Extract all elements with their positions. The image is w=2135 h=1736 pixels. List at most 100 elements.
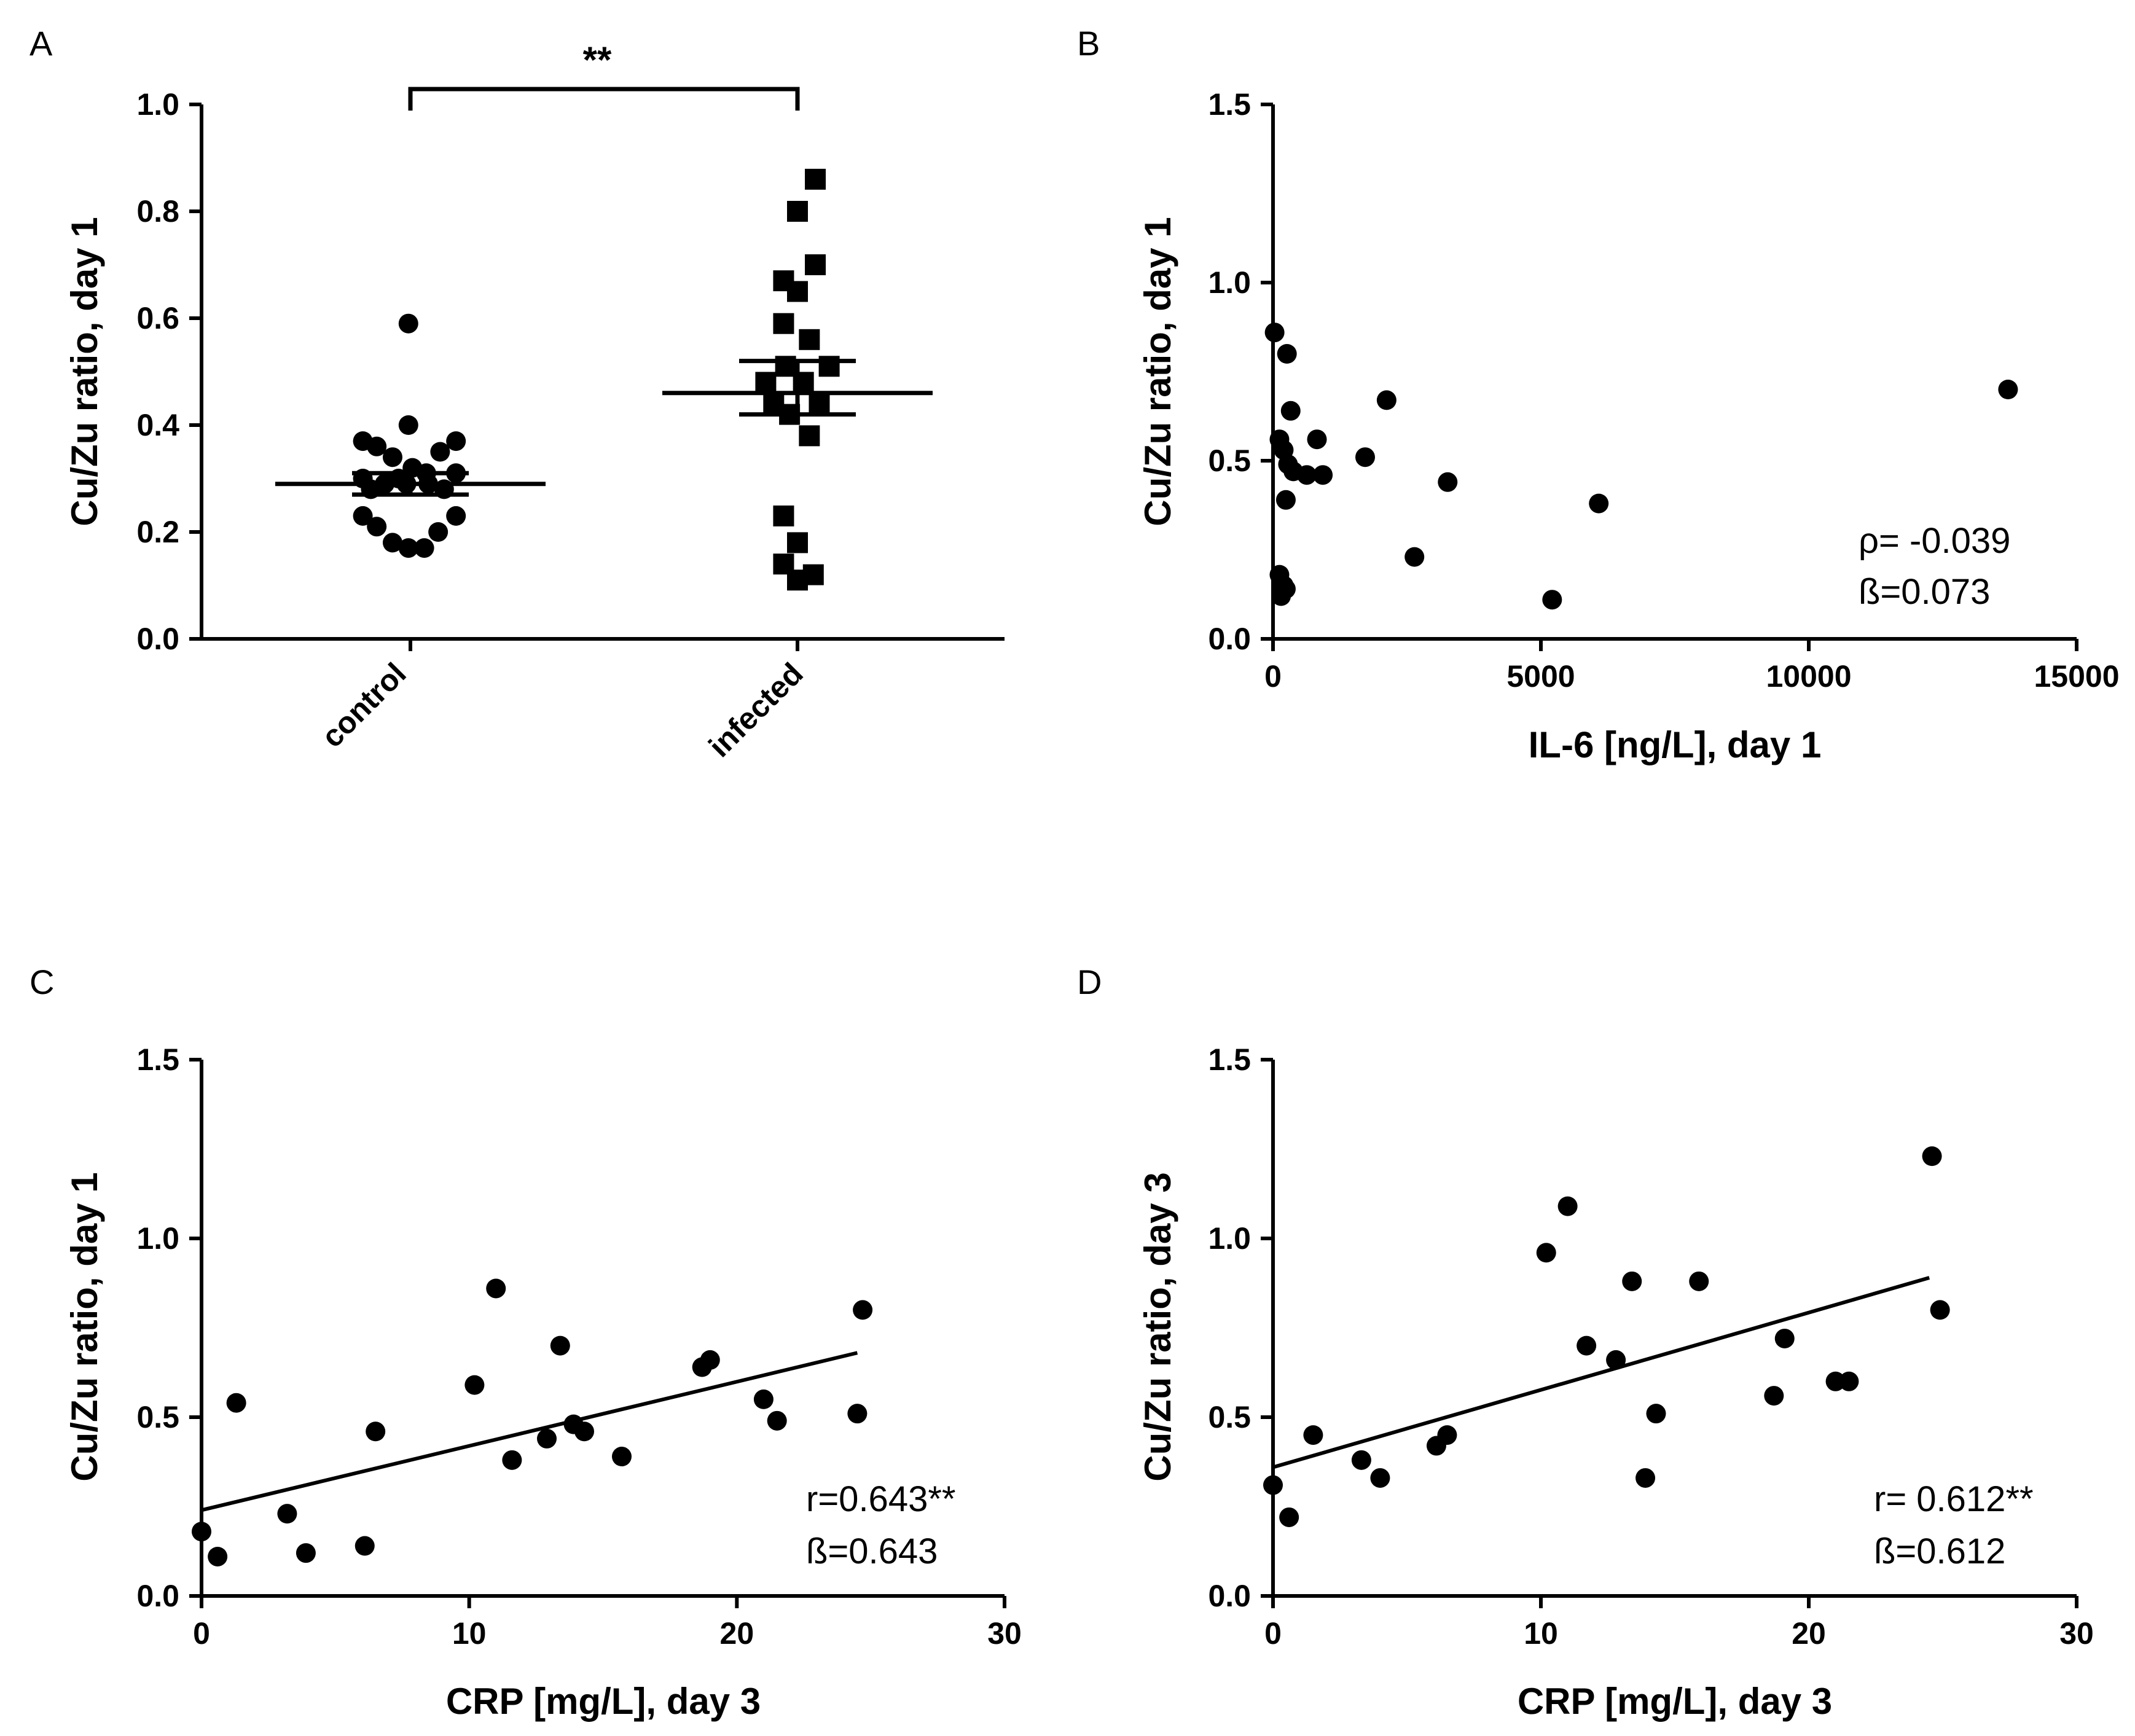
panel-c-x-title: CRP [mg/L], day 3	[446, 1681, 761, 1722]
panel-a-y-title: Cu/Zu ratio, day 1	[64, 217, 105, 526]
panel-d-point	[1536, 1243, 1556, 1263]
panel-a-y-tick-label: 0.4	[136, 408, 179, 442]
panel-d-point	[1437, 1425, 1457, 1445]
panel-d-y-tick-label: 1.5	[1208, 1042, 1251, 1077]
panel-c-x-tick-label: 20	[720, 1616, 754, 1651]
panel-c-y-ticks: 0.0 0.5 1.0 1.5	[136, 1042, 202, 1613]
panel-a-y-tick-label: 0.2	[136, 515, 179, 549]
panel-d-point	[1922, 1146, 1942, 1167]
panel-a-infected-point	[787, 201, 808, 222]
panel-c-y-title: Cu/Zu ratio, day 1	[64, 1172, 105, 1481]
panel-d-stat-r: r= 0.612**	[1874, 1479, 2034, 1519]
panel-a-control-point	[446, 431, 466, 452]
panel-d-point	[1351, 1450, 1371, 1470]
panel-a-infected-point	[802, 564, 824, 585]
panel-c-x-tick-label: 10	[452, 1616, 487, 1651]
panel-d-point	[1646, 1404, 1666, 1424]
panel-d-stat-beta: ß=0.612	[1874, 1531, 2005, 1571]
panel-b-point	[1277, 344, 1297, 364]
panel-a-y-tick-label: 0.6	[136, 301, 179, 335]
panel-a-letter: A	[29, 24, 53, 63]
panel-d: D 0.0 0.5 1.0 1.5 0 10 20 30 Cu/Zu ratio, day …	[1077, 963, 2094, 1722]
panel-c-point	[486, 1278, 506, 1299]
panel-b-x-ticks: 0 5000 10000 15000	[1264, 639, 2120, 694]
panel-d-regression-line	[1272, 1276, 1930, 1469]
panel-a-control-point	[382, 447, 402, 467]
panel-b-x-tick-label: 10000	[1766, 659, 1851, 694]
panel-c-marks	[192, 1278, 873, 1566]
panel-b-x-tick-label: 15000	[2034, 659, 2119, 694]
panel-d-point	[1577, 1335, 1597, 1356]
panel-d-letter: D	[1077, 963, 1102, 1001]
panel-a-significance-bracket	[408, 87, 800, 111]
panel-a-control-point	[446, 506, 466, 526]
panel-a-control-point	[414, 538, 434, 558]
panel-a-control-point	[398, 313, 418, 334]
panel-d-point	[1279, 1507, 1299, 1527]
panel-c-point	[226, 1393, 246, 1413]
panel-a-infected-point	[773, 505, 794, 526]
panel-d-x-tick-label: 10	[1524, 1616, 1558, 1651]
panel-a-infected-point	[799, 425, 820, 447]
panel-d-point	[1930, 1300, 1950, 1320]
panel-d-x-tick-label: 20	[1792, 1616, 1826, 1651]
panel-b-y-tick-label: 1.0	[1208, 265, 1251, 300]
panel-b-y-tick-label: 1.5	[1208, 87, 1251, 122]
panel-d-marks	[1263, 1146, 1950, 1527]
panel-d-point	[1774, 1328, 1795, 1348]
panel-b-x-tick-label: 0	[1264, 659, 1282, 694]
panel-b-point	[1275, 579, 1296, 599]
panel-b-point	[1998, 380, 2018, 399]
panel-d-y-title: Cu/Zu ratio, day 3	[1137, 1172, 1178, 1481]
panel-b-x-tick-label: 5000	[1506, 659, 1575, 694]
panel-c-stat-r: r=0.643**	[806, 1479, 955, 1519]
panel-c-regression-line	[201, 1351, 858, 1512]
panel-a-infected-point	[773, 313, 794, 334]
panel-c-y-tick-label: 0.0	[136, 1579, 179, 1613]
panel-a-infected-point	[755, 372, 777, 393]
panel-d-y-tick-label: 0.0	[1208, 1579, 1251, 1613]
panel-b-y-tick-label: 0.5	[1208, 444, 1251, 478]
panel-b-point	[1404, 547, 1425, 567]
panel-a-category-infected: infected	[702, 656, 810, 764]
panel-a-control-point	[353, 506, 373, 526]
panel-b-point	[1275, 490, 1296, 510]
panel-b-point	[1307, 429, 1327, 450]
panel-a-infected-point	[805, 168, 826, 190]
panel-b-y-ticks: 0.0 0.5 1.0 1.5	[1208, 87, 1273, 656]
panel-b-y-title: Cu/Zu ratio, day 1	[1137, 217, 1178, 526]
panel-d-point	[1606, 1350, 1626, 1370]
panel-b-point	[1280, 401, 1301, 421]
panel-b-stat-rho: ρ= -0.039	[1859, 521, 2010, 561]
panel-a-y-tick-label: 0.0	[136, 622, 179, 656]
panel-c-point	[464, 1375, 485, 1395]
panel-a-infected-point	[787, 281, 808, 302]
panel-a-control-point	[382, 533, 402, 553]
panel-c-point	[550, 1335, 570, 1356]
panel-c-y-tick-label: 0.5	[136, 1400, 179, 1434]
panel-b-point	[1376, 390, 1397, 410]
panel-d-point	[1557, 1196, 1578, 1216]
panel-c-point	[611, 1447, 632, 1467]
panel-a-y-ticks: 0.0 0.2 0.4 0.6 0.8 1.0	[136, 87, 202, 656]
panel-b-point	[1313, 465, 1333, 485]
panel-a-control-point	[398, 415, 418, 435]
panel-a-infected-point	[787, 532, 808, 553]
panel-a-infected-point	[799, 329, 820, 350]
panel-d-point	[1764, 1386, 1784, 1406]
panel-c-point	[502, 1450, 522, 1470]
panel-a-category-control: control	[315, 656, 412, 754]
panel-a-significance-label: **	[583, 39, 612, 80]
panel-c-point	[574, 1421, 595, 1442]
panel-b-marks	[1264, 323, 2018, 610]
panel-a-infected-point	[809, 393, 830, 415]
panel-d-point	[1303, 1425, 1323, 1445]
panel-a: A 0.00.20.40.60.81.0 Cu/Zu ratio, day 1 …	[29, 24, 1005, 764]
panel-b-point	[1438, 472, 1458, 492]
panel-d-y-tick-label: 1.0	[1208, 1221, 1251, 1256]
panel-d-point	[1622, 1271, 1642, 1291]
panel-b-point	[1296, 465, 1317, 485]
panel-c-point	[277, 1504, 297, 1524]
panel-c-x-tick-label: 0	[193, 1616, 210, 1651]
panel-c-point	[767, 1410, 787, 1431]
